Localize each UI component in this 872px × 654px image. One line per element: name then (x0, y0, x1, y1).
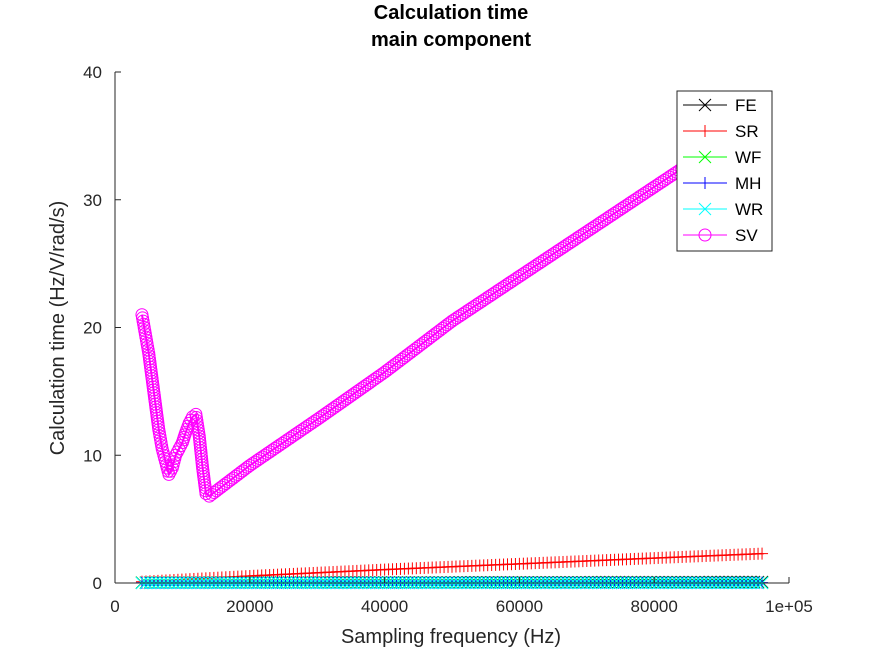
data-point (240, 460, 254, 474)
legend-marker (698, 98, 712, 112)
legend-box (676, 90, 773, 252)
data-point (238, 462, 252, 476)
legend: FE SR WF MH WR SV (676, 90, 773, 252)
y-tick-label: 40 (83, 63, 102, 82)
legend-marker (698, 228, 712, 242)
chart-title-line-1: Calculation time (374, 2, 528, 24)
legend-label: WR (735, 200, 763, 219)
legend-item-wf: WF (683, 148, 761, 167)
legend-marker (699, 125, 711, 137)
legend-item-wr: WR (683, 200, 763, 219)
legend-label: SV (735, 226, 758, 245)
y-tick-label: 20 (83, 319, 102, 338)
data-point (440, 318, 454, 332)
chart-title: Calculation time main component (371, 2, 531, 51)
data-point (172, 442, 186, 456)
data-point (443, 316, 457, 330)
series-line-sv (140, 141, 723, 498)
legend-label: FE (735, 96, 757, 115)
y-tick-label: 30 (83, 191, 102, 210)
legend-marker (698, 150, 712, 164)
legend-item-mh: MH (683, 174, 761, 193)
y-tick-label: 10 (83, 446, 102, 465)
x-tick-label: 40000 (361, 597, 408, 616)
x-axis-label: Sampling frequency (Hz) (341, 626, 561, 648)
data-point (186, 410, 200, 424)
legend-item-sv: SV (683, 226, 758, 245)
data-point (756, 547, 769, 560)
x-tick-label: 1e+05 (765, 597, 813, 616)
data-point (199, 487, 213, 501)
legend-label: SR (735, 122, 759, 141)
x-tick-label: 60000 (496, 597, 543, 616)
legend-marker (698, 202, 712, 216)
y-tick-label: 0 (93, 574, 102, 593)
x-tick-label: 20000 (226, 597, 273, 616)
legend-item-fe: FE (683, 96, 757, 115)
legend-label: WF (735, 148, 761, 167)
x-tick-label: 0 (110, 597, 119, 616)
data-point (164, 464, 178, 478)
plot-area (135, 135, 769, 590)
axes: 0 20000 40000 60000 80000 1e+05 0 10 20 30 40 (83, 63, 813, 616)
chart-title-line-2: main component (371, 29, 531, 51)
legend-item-sr: SR (683, 122, 759, 141)
legend-marker (699, 177, 711, 189)
y-axis-label: Calculation time (Hz/V/rad/s) (47, 201, 69, 456)
series-sv (135, 135, 729, 503)
legend-label: MH (735, 174, 761, 193)
x-tick-label: 80000 (631, 597, 678, 616)
